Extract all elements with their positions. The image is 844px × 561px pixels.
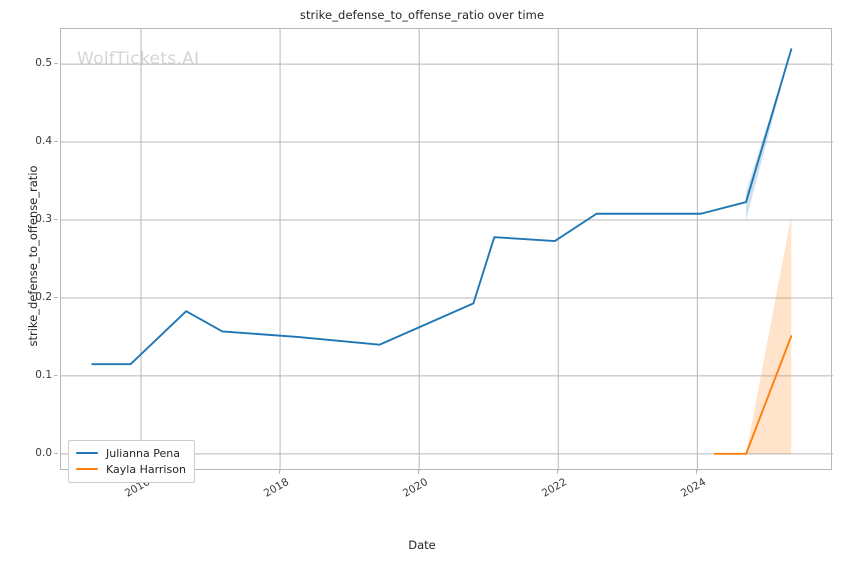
y-tick-label: 0.1 [35,368,52,381]
series-line-0 [91,48,793,366]
plot-svg [61,29,833,471]
y-tick-label: 0.5 [35,57,52,70]
legend-label-kayla-harrison: Kayla Harrison [106,462,186,476]
confidence-bands [746,49,792,454]
x-tick-label: 2024 [679,476,709,500]
y-tick-label: 0.2 [35,290,52,303]
legend-swatch-julianna-pena [76,452,98,454]
x-tick-label: 2018 [261,476,292,500]
legend-label-julianna-pena: Julianna Pena [106,446,180,460]
x-tick-mark [279,470,281,474]
confidence-band-0 [746,49,792,220]
plot-area: WolfTickets.AI [60,28,833,471]
y-tick-mark [54,218,58,220]
legend-item-kayla-harrison[interactable]: Kayla Harrison [76,461,186,477]
y-tick-mark [54,374,58,376]
y-axis: strike_defense_to_offense_ratio 0.0 0.1 0.… [0,0,58,561]
x-tick-mark [418,470,420,474]
y-tick-label: 0.4 [35,135,52,148]
y-tick-mark [54,63,58,65]
grid-lines [61,29,833,471]
x-tick-mark [557,470,559,474]
y-tick-mark [54,452,58,454]
x-tick-label: 2022 [540,476,570,500]
data-lines [91,48,793,455]
y-tick-label: 0.3 [35,212,52,225]
y-axis-label: strike_defense_to_offense_ratio [26,165,40,347]
y-tick-label: 0.0 [35,446,52,459]
legend-swatch-kayla-harrison [76,468,98,470]
y-tick-mark [54,296,58,298]
x-tick-label: 2020 [401,476,431,500]
x-axis-label: Date [408,538,436,552]
x-tick-mark [696,470,698,474]
confidence-band-1 [746,216,792,454]
chart-legend[interactable]: Julianna Pena Kayla Harrison [68,440,195,483]
y-tick-mark [54,141,58,143]
page-title: strike_defense_to_offense_ratio over tim… [299,8,545,22]
legend-item-julianna-pena[interactable]: Julianna Pena [76,445,186,461]
series-line-1 [713,335,793,455]
